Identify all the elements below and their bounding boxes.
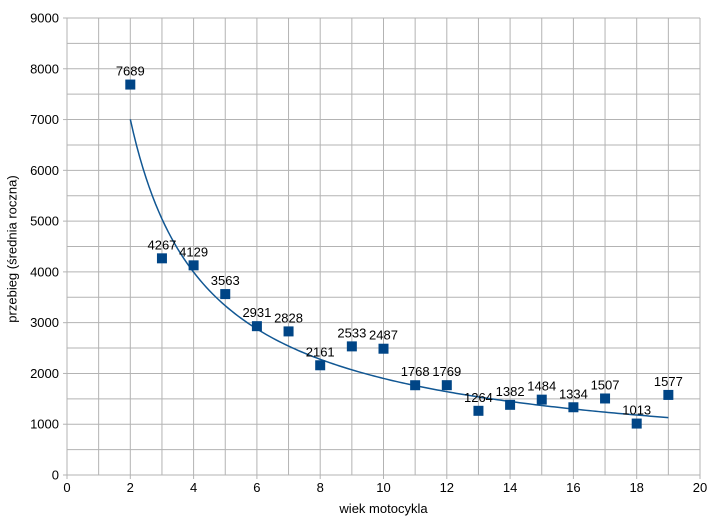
x-tick-label: 6 <box>253 480 260 495</box>
data-point-marker <box>600 393 611 404</box>
x-tick-labels: 0 2 4 6 8 10 12 14 16 18 20 <box>63 475 707 495</box>
x-axis-title: wiek motocykla <box>339 501 428 516</box>
data-point-marker <box>631 418 642 429</box>
y-tick-label: 0 <box>52 468 59 483</box>
data-point-marker <box>188 260 199 271</box>
x-tick-label: 18 <box>629 480 643 495</box>
y-tick-label: 3000 <box>30 315 59 330</box>
data-point-marker <box>441 380 452 391</box>
x-tick-label: 2 <box>127 480 134 495</box>
data-point-label: 1768 <box>401 364 430 379</box>
data-point-label: 2828 <box>274 310 303 325</box>
data-point-marker <box>346 341 357 352</box>
x-tick-label: 12 <box>440 480 454 495</box>
data-point-label: 4267 <box>147 237 176 252</box>
data-point-label: 1013 <box>622 403 651 418</box>
y-tick-labels: 0 1000 2000 3000 4000 5000 6000 7000 8000 9000 <box>30 11 67 483</box>
data-point-marker <box>378 343 389 354</box>
data-point-marker <box>125 79 136 90</box>
data-point-label: 1264 <box>464 390 493 405</box>
data-point-label: 2161 <box>306 344 335 359</box>
data-point-marker <box>536 394 547 405</box>
y-axis-title: przebieg (średnia roczna) <box>4 175 20 323</box>
x-tick-label: 0 <box>63 480 70 495</box>
y-tick-label: 2000 <box>30 366 59 381</box>
data-point-label: 1577 <box>654 374 683 389</box>
data-point-marker <box>251 321 262 332</box>
data-point-marker <box>410 380 421 391</box>
data-point-marker <box>568 402 579 413</box>
x-tick-label: 8 <box>317 480 324 495</box>
x-tick-label: 4 <box>190 480 197 495</box>
data-point-label: 1334 <box>559 386 588 401</box>
x-tick-label: 20 <box>693 480 707 495</box>
data-point-label: 1507 <box>591 377 620 392</box>
data-point-label: 1769 <box>432 364 461 379</box>
data-point-label: 7689 <box>116 64 145 79</box>
data-point-label: 1382 <box>496 384 525 399</box>
x-tick-label: 14 <box>503 480 517 495</box>
data-point-marker <box>663 389 674 400</box>
y-tick-label: 1000 <box>30 417 59 432</box>
y-tick-label: 7000 <box>30 112 59 127</box>
y-tick-label: 6000 <box>30 163 59 178</box>
data-point-marker <box>283 326 294 337</box>
y-tick-label: 9000 <box>30 11 59 26</box>
data-point-marker <box>220 289 231 300</box>
data-point-marker <box>156 253 167 264</box>
data-point-label: 2931 <box>242 305 271 320</box>
data-point-marker <box>315 360 326 371</box>
data-point-label: 4129 <box>179 244 208 259</box>
x-tick-label: 10 <box>376 480 390 495</box>
data-point-marker <box>505 399 516 410</box>
data-point-label: 3563 <box>211 273 240 288</box>
y-tick-label: 5000 <box>30 214 59 229</box>
trendline-curve <box>129 119 669 419</box>
data-point-label: 2533 <box>337 325 366 340</box>
data-point-marker <box>473 405 484 416</box>
y-tick-label: 8000 <box>30 61 59 76</box>
y-tick-label: 4000 <box>30 264 59 279</box>
data-point-label: 1484 <box>527 379 556 394</box>
x-tick-label: 16 <box>566 480 580 495</box>
data-point-label: 2487 <box>369 328 398 343</box>
